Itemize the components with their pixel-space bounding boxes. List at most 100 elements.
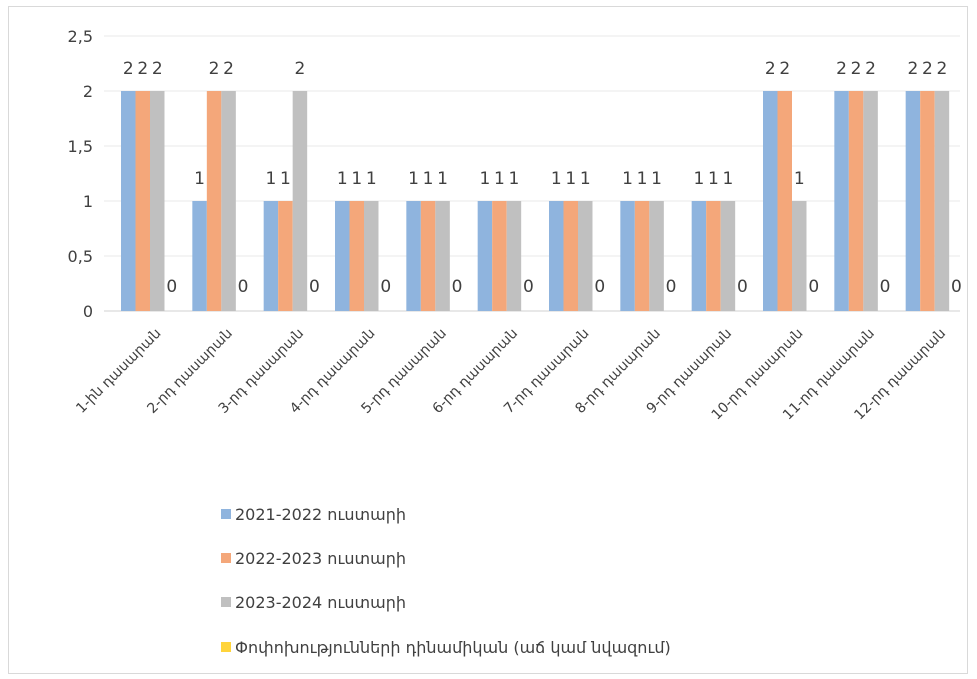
data-label: 2 xyxy=(123,59,134,79)
data-label: 1 xyxy=(366,169,377,189)
bar xyxy=(649,201,664,311)
bar xyxy=(563,201,578,311)
bar xyxy=(150,91,165,311)
bar xyxy=(135,91,150,311)
data-label: 2 xyxy=(908,59,919,79)
data-label: 1 xyxy=(266,169,277,189)
data-label: 2 xyxy=(779,59,790,79)
y-tick-label: 1 xyxy=(83,192,93,211)
data-label: 2 xyxy=(223,59,234,79)
data-label: 0 xyxy=(309,277,320,297)
legend-swatch xyxy=(221,553,231,563)
bar xyxy=(406,201,421,311)
bar xyxy=(349,201,364,311)
data-label: 1 xyxy=(423,169,434,189)
bar xyxy=(506,201,522,311)
data-label: 1 xyxy=(337,169,348,189)
bar xyxy=(634,201,650,311)
data-label: 2 xyxy=(851,59,862,79)
bar xyxy=(263,201,279,311)
bar xyxy=(848,91,864,311)
bar xyxy=(863,91,878,311)
data-label: 1 xyxy=(194,169,205,189)
data-label: 0 xyxy=(594,277,605,297)
data-label: 1 xyxy=(551,169,562,189)
data-label: 1 xyxy=(565,169,576,189)
bar xyxy=(420,201,436,311)
data-label: 1 xyxy=(437,169,448,189)
bar xyxy=(364,201,379,311)
data-label: 1 xyxy=(509,169,520,189)
data-label: 1 xyxy=(351,169,362,189)
legend-swatch xyxy=(221,509,231,519)
bar xyxy=(292,91,308,311)
data-label: 2 xyxy=(922,59,933,79)
legend-label: 2021-2022 ուստարի xyxy=(235,504,406,524)
data-label: 2 xyxy=(152,59,163,79)
legend-swatch xyxy=(221,642,231,652)
bar xyxy=(206,91,222,311)
legend-item: 2021-2022 ուստարի xyxy=(221,504,406,524)
data-label: 2 xyxy=(295,59,306,79)
data-label: 1 xyxy=(580,169,591,189)
bar xyxy=(777,91,792,311)
y-tick-label: 0 xyxy=(83,302,93,321)
legend-swatch xyxy=(221,597,231,607)
legend-label: Փոփոխությունների դինամիկան (աճ կամ նվազո… xyxy=(235,637,671,657)
bar xyxy=(620,201,635,311)
data-label: 0 xyxy=(737,277,748,297)
data-label: 1 xyxy=(637,169,648,189)
bar xyxy=(720,201,736,311)
data-label: 2 xyxy=(209,59,220,79)
data-label: 1 xyxy=(622,169,633,189)
data-label: 1 xyxy=(708,169,719,189)
legend-item: 2022-2023 ուստարի xyxy=(221,548,406,568)
data-label: 0 xyxy=(951,277,962,297)
bar xyxy=(920,91,935,311)
bar xyxy=(792,201,807,311)
data-label: 2 xyxy=(765,59,776,79)
bar xyxy=(477,201,493,311)
data-label: 1 xyxy=(408,169,419,189)
data-label: 0 xyxy=(238,277,249,297)
bar xyxy=(691,201,707,311)
bar xyxy=(121,91,136,311)
data-label: 1 xyxy=(494,169,505,189)
y-tick-label: 1,5 xyxy=(68,137,93,156)
bar xyxy=(578,201,593,311)
data-label: 0 xyxy=(808,277,819,297)
data-label: 0 xyxy=(452,277,463,297)
bar xyxy=(192,201,207,311)
legend-label: 2023-2024 ուստարի xyxy=(235,592,406,612)
y-tick-label: 0,5 xyxy=(68,247,93,266)
data-label: 2 xyxy=(137,59,148,79)
chart-frame xyxy=(8,6,968,674)
data-label: 1 xyxy=(794,169,805,189)
data-label: 2 xyxy=(836,59,847,79)
bar xyxy=(834,91,849,311)
y-tick-label: 2,5 xyxy=(68,27,93,46)
legend-item: Փոփոխությունների դինամիկան (աճ կամ նվազո… xyxy=(221,637,671,657)
bar xyxy=(435,201,450,311)
legend-item: 2023-2024 ուստարի xyxy=(221,592,406,612)
bar xyxy=(706,201,721,311)
data-label: 0 xyxy=(166,277,177,297)
bar xyxy=(905,91,921,311)
bar xyxy=(763,91,778,311)
data-label: 2 xyxy=(937,59,948,79)
bar xyxy=(492,201,507,311)
legend-label: 2022-2023 ուստարի xyxy=(235,548,406,568)
bar xyxy=(221,91,236,311)
y-tick-label: 2 xyxy=(83,82,93,101)
bar xyxy=(934,91,950,311)
data-label: 1 xyxy=(480,169,491,189)
data-label: 0 xyxy=(880,277,891,297)
data-label: 1 xyxy=(723,169,734,189)
bar xyxy=(278,201,293,311)
data-label: 0 xyxy=(666,277,677,297)
data-label: 1 xyxy=(280,169,291,189)
bar xyxy=(549,201,564,311)
data-label: 2 xyxy=(865,59,876,79)
data-label: 0 xyxy=(523,277,534,297)
